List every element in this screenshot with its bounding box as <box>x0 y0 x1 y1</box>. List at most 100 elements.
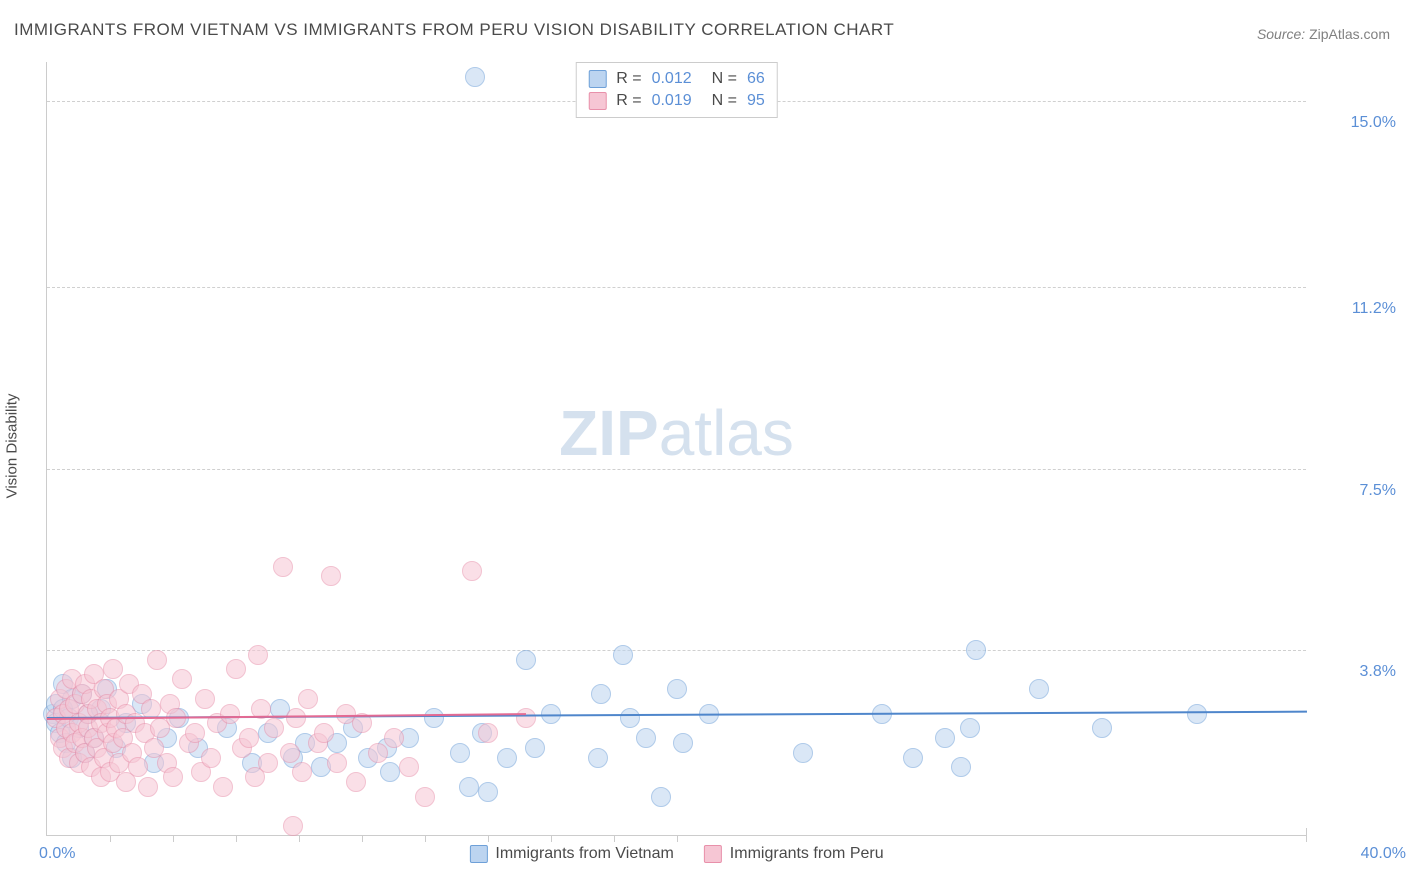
scatter-point <box>636 728 656 748</box>
scatter-point <box>384 728 404 748</box>
y-tick-label: 7.5% <box>1316 482 1396 500</box>
legend-n-label: N = <box>712 70 737 88</box>
scatter-point <box>588 748 608 768</box>
legend-stats-row: R = 0.019 N = 95 <box>588 90 765 112</box>
x-minor-tick <box>173 835 174 842</box>
scatter-point <box>314 723 334 743</box>
scatter-point <box>516 708 536 728</box>
scatter-point <box>298 689 318 709</box>
scatter-point <box>960 718 980 738</box>
chart-title: IMMIGRANTS FROM VIETNAM VS IMMIGRANTS FR… <box>14 20 894 40</box>
scatter-point <box>591 684 611 704</box>
x-minor-tick <box>299 835 300 842</box>
gridline <box>47 469 1306 470</box>
scatter-point <box>497 748 517 768</box>
watermark-bold: ZIP <box>559 397 659 469</box>
source-name: ZipAtlas.com <box>1309 26 1390 42</box>
scatter-point <box>478 723 498 743</box>
y-tick-label: 3.8% <box>1316 663 1396 681</box>
scatter-point <box>213 777 233 797</box>
x-tick-label: 0.0% <box>39 845 75 863</box>
scatter-point <box>286 708 306 728</box>
legend-item: Immigrants from Peru <box>704 845 884 863</box>
scatter-point <box>258 753 278 773</box>
legend-stats: R = 0.012 N = 66 R = 0.019 N = 95 <box>575 62 778 118</box>
source-attribution: Source: ZipAtlas.com <box>1257 26 1390 42</box>
gridline <box>47 287 1306 288</box>
scatter-point <box>651 787 671 807</box>
legend-item: Immigrants from Vietnam <box>469 845 673 863</box>
chart-plot-area: ZIPatlas R = 0.012 N = 66 R = 0.019 N = … <box>46 62 1306 836</box>
scatter-point <box>147 650 167 670</box>
scatter-point <box>1187 704 1207 724</box>
legend-n-value: 66 <box>747 70 765 88</box>
legend-label: Immigrants from Vietnam <box>495 845 673 863</box>
x-tick-label: 40.0% <box>1361 845 1406 863</box>
scatter-point <box>172 669 192 689</box>
scatter-point <box>1029 679 1049 699</box>
x-minor-tick <box>488 835 489 842</box>
scatter-point <box>951 757 971 777</box>
watermark-rest: atlas <box>659 397 794 469</box>
scatter-point <box>462 561 482 581</box>
scatter-point <box>220 704 240 724</box>
scatter-point <box>346 772 366 792</box>
legend-r-value: 0.019 <box>652 92 692 110</box>
y-tick-label: 11.2% <box>1316 300 1396 318</box>
scatter-point <box>673 733 693 753</box>
y-axis-label: Vision Disability <box>4 394 21 499</box>
scatter-point <box>450 743 470 763</box>
x-minor-tick <box>236 835 237 842</box>
legend-r-value: 0.012 <box>652 70 692 88</box>
scatter-point <box>185 723 205 743</box>
scatter-point <box>138 777 158 797</box>
scatter-point <box>264 718 284 738</box>
scatter-point <box>415 787 435 807</box>
legend-swatch-pink <box>588 92 606 110</box>
scatter-point <box>128 757 148 777</box>
scatter-point <box>292 762 312 782</box>
watermark: ZIPatlas <box>559 396 794 470</box>
scatter-point <box>935 728 955 748</box>
y-tick-label: 15.0% <box>1316 114 1396 132</box>
scatter-point <box>613 645 633 665</box>
scatter-point <box>903 748 923 768</box>
scatter-point <box>103 659 123 679</box>
scatter-point <box>327 753 347 773</box>
legend-n-label: N = <box>712 92 737 110</box>
x-minor-tick <box>614 835 615 842</box>
gridline <box>47 650 1306 651</box>
scatter-point <box>966 640 986 660</box>
legend-swatch-pink <box>704 845 722 863</box>
legend-swatch-blue <box>588 70 606 88</box>
scatter-point <box>226 659 246 679</box>
scatter-point <box>239 728 259 748</box>
scatter-point <box>273 557 293 577</box>
x-minor-tick <box>110 835 111 842</box>
scatter-point <box>163 767 183 787</box>
source-label: Source: <box>1257 26 1305 42</box>
legend-r-label: R = <box>616 70 641 88</box>
scatter-point <box>321 566 341 586</box>
scatter-point <box>201 748 221 768</box>
scatter-point <box>478 782 498 802</box>
scatter-point <box>195 689 215 709</box>
x-minor-tick <box>551 835 552 842</box>
scatter-point <box>368 743 388 763</box>
legend-stats-row: R = 0.012 N = 66 <box>588 68 765 90</box>
x-minor-tick <box>362 835 363 842</box>
scatter-point <box>793 743 813 763</box>
legend-r-label: R = <box>616 92 641 110</box>
axis-edge-mark <box>1306 828 1307 842</box>
scatter-point <box>459 777 479 797</box>
scatter-point <box>465 67 485 87</box>
legend-label: Immigrants from Peru <box>730 845 884 863</box>
scatter-point <box>1092 718 1112 738</box>
scatter-point <box>667 679 687 699</box>
x-minor-tick <box>425 835 426 842</box>
legend-n-value: 95 <box>747 92 765 110</box>
scatter-point <box>620 708 640 728</box>
legend-swatch-blue <box>469 845 487 863</box>
scatter-point <box>248 645 268 665</box>
scatter-point <box>424 708 444 728</box>
